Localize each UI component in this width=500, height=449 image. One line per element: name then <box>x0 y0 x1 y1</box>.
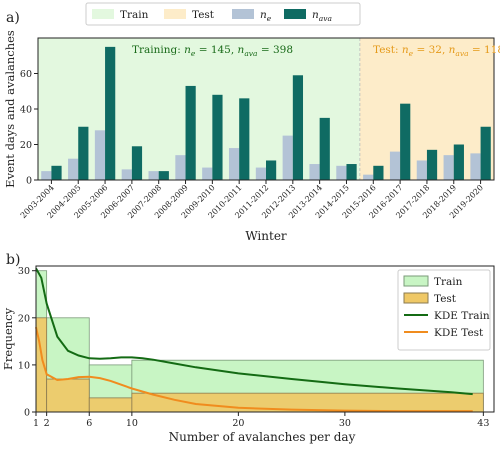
bar-n-ava-2010-2011 <box>239 98 250 180</box>
bar-n-e-2011-2012 <box>255 167 266 180</box>
bar-n-e-2018-2019 <box>443 155 454 180</box>
bar-n-ava-2007-2008 <box>158 171 169 180</box>
bar-n-ava-2011-2012 <box>266 160 277 180</box>
train-annotation: Training: ne = 145, nava = 398 <box>132 44 293 58</box>
legend-train-label: Train <box>120 9 149 21</box>
legend-b-train-swatch <box>403 275 429 287</box>
panel-a-label: a) <box>6 10 20 26</box>
bar-n-e-2009-2010 <box>202 167 213 180</box>
bar-n-e-2016-2017 <box>389 151 401 180</box>
bar-n-ava-2005-2006 <box>105 46 116 180</box>
y-tick-label: 30 <box>18 266 30 277</box>
test-annotation: Test: ne = 32, nava = 118 <box>373 44 500 58</box>
region-train <box>38 38 360 180</box>
bar-n-ava-2013-2014 <box>319 117 330 180</box>
y-tick-label: 40 <box>20 105 32 116</box>
x-tick-label: 30 <box>339 418 351 429</box>
bar-n-e-2005-2006 <box>94 130 106 180</box>
bar-n-ava-2019-2020 <box>480 126 491 180</box>
kde-test-curve <box>35 326 473 413</box>
bar-n-ava-2004-2005 <box>78 126 89 180</box>
legend-ne-swatch <box>232 9 254 19</box>
y-tick-label: 20 <box>20 140 32 151</box>
bar-n-e-2007-2008 <box>148 171 159 180</box>
x-tick-label: 10 <box>126 418 138 429</box>
legend-ne-label: ne <box>260 9 272 23</box>
bar-n-ava-2015-2016 <box>373 165 384 180</box>
bar-n-e-2010-2011 <box>228 148 240 180</box>
legend-nava-swatch <box>284 9 306 19</box>
bar-n-ava-2006-2007 <box>131 146 143 180</box>
bar-n-e-2008-2009 <box>175 155 186 180</box>
bar-n-ava-2003-2004 <box>51 165 62 180</box>
x-tick-label: 20 <box>232 418 244 429</box>
legend-train-swatch <box>92 9 114 19</box>
bar-n-e-2019-2020 <box>470 153 481 180</box>
panel-b: b) 0 10 20 30 1 2 6 10 20 30 43 Frequency Number … <box>1 252 495 444</box>
x-tick-label: 2 <box>44 418 50 429</box>
bar-n-e-2015-2016 <box>363 174 374 180</box>
bar-n-e-2012-2013 <box>282 135 293 180</box>
y-tick-label: 0 <box>26 176 32 187</box>
bar-n-e-2014-2015 <box>336 165 347 180</box>
bar-n-e-2017-2018 <box>416 160 427 180</box>
bar-n-ava-2008-2009 <box>185 85 196 180</box>
legend-test-swatch <box>164 9 186 19</box>
panel-b-ylabel: Frequency <box>1 307 15 370</box>
bar-n-ava-2012-2013 <box>292 75 304 180</box>
legend-b-train-label: Train <box>434 276 463 288</box>
kde-train-curve <box>35 267 473 396</box>
bar-n-ava-2017-2018 <box>426 149 438 180</box>
panel-a-ylabel: Event days and avalanches <box>3 30 17 188</box>
panel-b-xlabel: Number of avalanches per day <box>169 430 356 444</box>
x-tick-label: 43 <box>477 418 489 429</box>
y-tick-label: 60 <box>20 69 32 80</box>
bar-n-e-2003-2004 <box>41 171 52 180</box>
y-tick-label: 20 <box>18 313 30 324</box>
bar-n-e-2006-2007 <box>121 169 132 180</box>
hist-bar-test-6-10 <box>88 397 133 413</box>
x-tick-label: 6 <box>86 418 92 429</box>
hist-bar-test-2-6 <box>46 378 90 413</box>
bar-n-ava-2016-2017 <box>400 103 411 180</box>
bar-n-ava-2014-2015 <box>346 164 357 180</box>
panel-b-frame <box>35 265 495 413</box>
x-tick-label: 1 <box>33 418 39 429</box>
y-tick-label: 10 <box>18 360 30 371</box>
legend-b-test-swatch <box>403 292 429 304</box>
legend-b-test-label: Test <box>434 293 457 305</box>
bar-n-ava-2009-2010 <box>212 94 223 180</box>
bar-n-e-2013-2014 <box>309 164 320 180</box>
panel-b-legend: Train Test KDE Train KDE Test <box>397 269 491 351</box>
legend-nava-label: nava <box>312 9 332 23</box>
bar-n-e-2004-2005 <box>68 158 79 180</box>
bar-n-ava-2018-2019 <box>453 144 464 180</box>
panel-a-xlabel: Winter <box>245 229 287 243</box>
legend-test-label: Test <box>192 9 215 21</box>
panel-a-legend: Train Test ne nava <box>85 2 361 26</box>
legend-b-kde-test-label: KDE Test <box>434 327 484 339</box>
legend-b-kde-train-label: KDE Train <box>434 310 490 322</box>
panel-b-label: b) <box>6 252 20 268</box>
y-tick-label: 0 <box>24 408 30 419</box>
